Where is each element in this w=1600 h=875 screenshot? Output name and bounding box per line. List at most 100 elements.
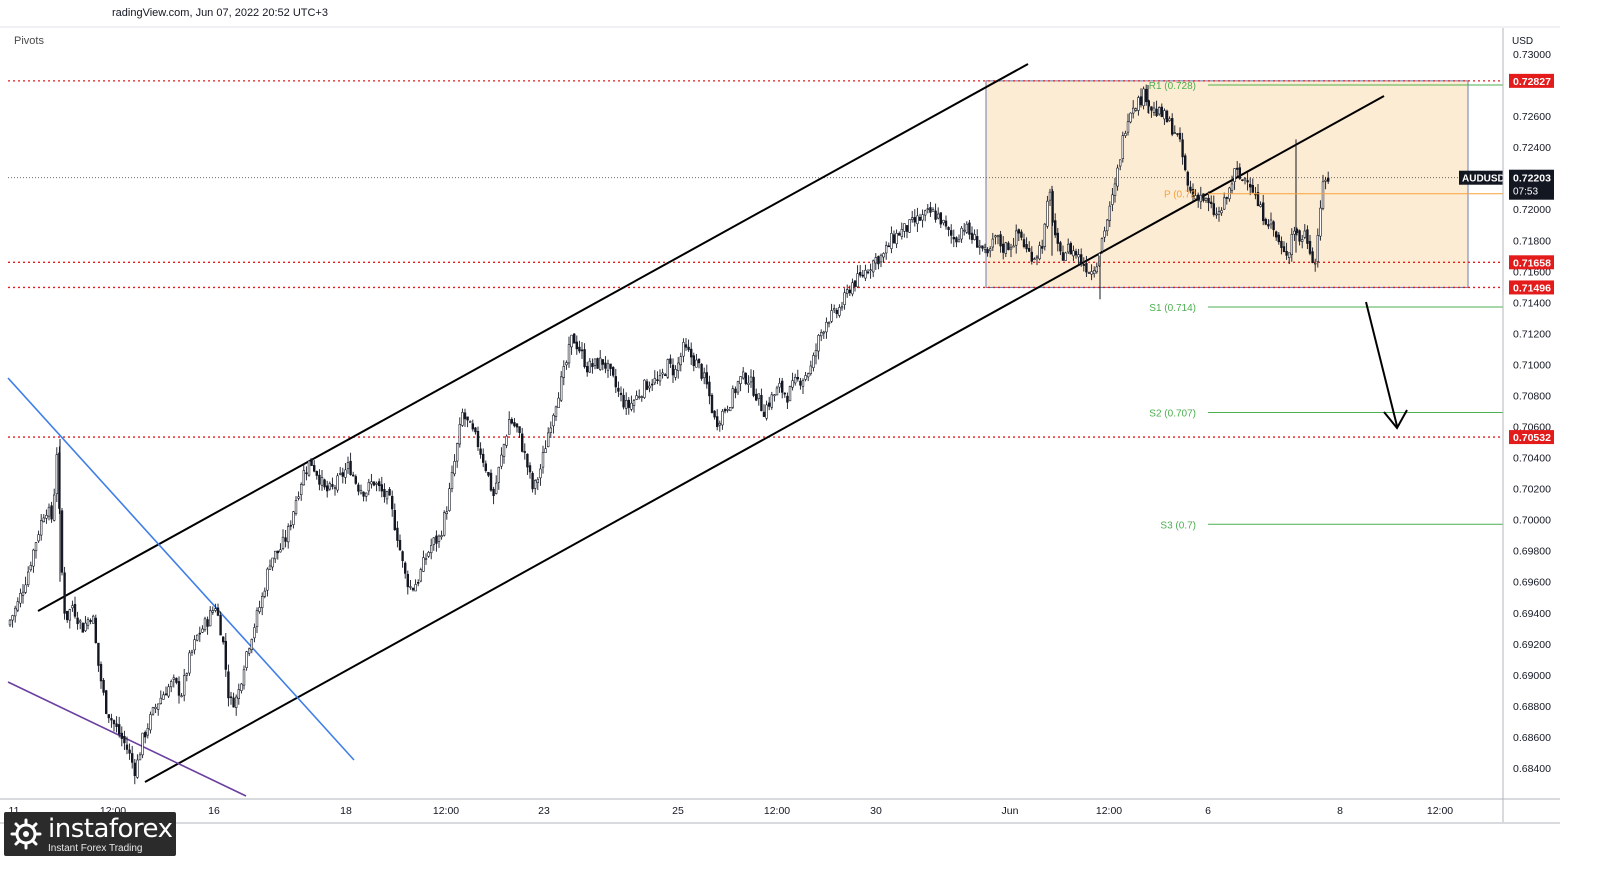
candle-bull [138,754,142,761]
candle-bull [658,375,662,382]
time-tick-label: 8 [1337,805,1343,817]
candle-bull [141,732,144,756]
candle-bear [1017,229,1021,234]
candle-bear [710,394,714,413]
candle-bear [944,220,948,227]
candle-bull [203,618,207,631]
candle-bull [1046,200,1049,227]
arrow-head [1383,409,1408,430]
time-tick-label: 25 [672,805,684,817]
candle-bear [1280,240,1283,248]
consolidation-range-box [985,80,1469,288]
candle-bull [37,534,40,542]
candle-bull [1043,223,1047,247]
candle-bear [897,233,901,236]
candle-bull [957,239,961,243]
candle-bear [305,472,308,475]
candle-bear [955,237,958,243]
candle-bear [887,245,891,248]
candle-bear [799,380,802,386]
candle-bull [994,235,997,238]
candle-bull [497,466,500,483]
candle-bull [1038,245,1041,260]
candle-bear [1074,251,1078,256]
candle-bear [474,427,477,433]
candle-bull [453,460,456,475]
candle-bear [1181,139,1184,158]
price-axis[interactable]: USD 0.73000 0.72600 0.72400 0.72000 0.71800 0.… [1459,36,1554,775]
candle-bull [788,386,792,402]
candle-bull [923,210,927,216]
candle-bear [1020,231,1023,238]
candle-bull [1108,205,1112,221]
candle-bear [877,256,880,265]
candle-bull [775,387,779,396]
candle-bull [364,492,368,497]
candle-bear [999,234,1002,247]
indicator-label[interactable]: Pivots [14,35,44,47]
candle-bull [1048,191,1052,201]
candle-bear [222,636,225,643]
candle-bull [840,306,844,309]
candle-bear [372,481,376,486]
candle-bull [39,520,43,536]
candle-bull [843,292,846,305]
candle-bull [1124,133,1127,136]
candle-bull [292,511,295,525]
candle-bull [437,535,441,542]
candle-bull [154,706,157,710]
candle-bull [1119,159,1122,167]
candle-bull [1223,197,1226,210]
candle-bull [1033,258,1036,261]
candle-bull [598,357,602,370]
candle-bull [845,289,849,294]
candle-bull [45,515,48,519]
candle-bear [617,387,620,392]
candle-bear [1028,248,1031,252]
candle-bull [16,601,19,611]
price-tick-label: 0.72600 [1513,111,1551,123]
candle-bull [440,535,443,538]
candle-bull [432,537,435,545]
price-tick-label: 0.71800 [1513,235,1551,247]
candle-bull [757,393,761,399]
price-tick-label: 0.72400 [1513,142,1551,154]
pivot-label-p: P (0.72 [1164,190,1196,201]
candle-bear [1241,179,1244,182]
candle-bear [622,394,625,408]
candle-bull [32,549,35,567]
candle-bull [307,460,311,476]
candle-bear [510,419,513,424]
candle-bull [562,366,566,378]
candle-bull [903,223,906,232]
candle-bull [294,500,298,514]
candle-bull [414,584,417,592]
candle-bull [666,359,670,378]
candle-bear [760,394,763,412]
candle-bear [112,720,116,725]
time-tick-label: 12:00 [433,805,459,817]
candle-bear [1041,246,1044,249]
candle-bear [232,697,235,708]
candle-bull [419,569,422,582]
candle-bull [55,454,59,495]
candle-bear [198,632,201,635]
candle-bear [970,232,974,240]
candle-bull [336,475,339,491]
candle-bear [939,212,943,225]
candle-bear [1056,232,1060,244]
candle-bull [895,233,898,245]
time-axis[interactable]: 11 12:00 16 18 12:00 23 25 12:00 30 Jun 12:00 6 8 12:… [9,805,1454,817]
price-level-badge-label: 0.71496 [1513,282,1551,294]
candle-bull [1134,108,1138,111]
candle-bull [1009,246,1013,250]
candle-bear [276,550,279,554]
price-level-badge [1509,430,1554,445]
last-price-badge [1509,169,1554,200]
candle-bear [479,448,482,455]
candle-bull [565,362,568,366]
candle-bull [1132,107,1135,114]
candle-bull [1113,183,1117,196]
candle-bear [1285,250,1288,256]
